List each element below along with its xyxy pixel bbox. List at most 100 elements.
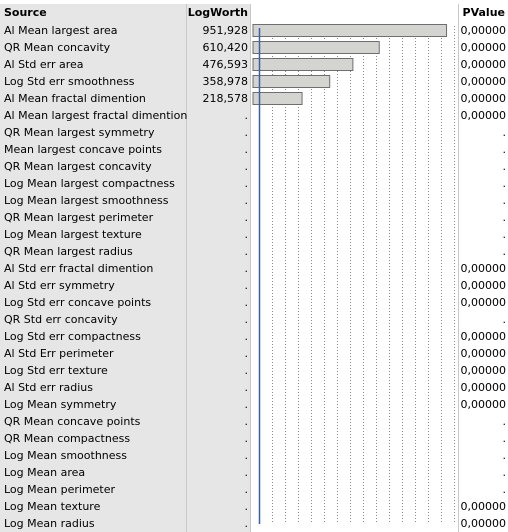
row-pvalue-value: 0,00000 [460,296,507,309]
row-logworth-value: . [244,483,249,496]
row-source-label: Log Std err concave points [4,296,152,309]
row-logworth-value: 218,578 [202,92,249,105]
row-pvalue-value: 0,00000 [460,364,507,377]
row-pvalue-value: 0,00000 [460,330,507,343]
row-logworth-value: . [244,432,249,445]
table-row[interactable]: Log Std err texture. 0,00000 [0,362,508,379]
row-source-label: Log Std err compactness [4,330,141,343]
row-logworth-value: . [244,228,249,241]
row-logworth-value: . [244,500,249,513]
table-row[interactable]: Al Std err area 476,593 0,00000 [0,56,508,73]
table-row[interactable]: Log Mean smoothness.. [0,447,508,464]
logworth-bar [252,75,331,88]
row-pvalue-value: . [502,483,507,496]
row-pvalue-value: 0,00000 [460,262,507,275]
pvalue-column-background [458,4,508,532]
row-pvalue-value: . [502,466,507,479]
table-row[interactable]: QR Mean concavity 610,420 0,00000 [0,39,508,56]
row-source-label: Log Mean texture [4,500,101,513]
row-logworth-value: 951,928 [202,24,249,37]
row-source-label: Al Std err fractal dimention [4,262,154,275]
row-logworth-value: . [244,466,249,479]
row-logworth-value: . [244,449,249,462]
row-source-label: Log Mean largest compactness [4,177,175,190]
row-logworth-value: . [244,143,249,156]
logworth-bar [252,58,354,71]
table-row[interactable]: Log Mean largest texture.. [0,226,508,243]
row-source-label: QR Std err concavity [4,313,118,326]
row-pvalue-value: 0,00000 [460,517,507,530]
row-source-label: Log Mean symmetry [4,398,117,411]
row-pvalue-value: . [502,449,507,462]
table-row[interactable]: Log Mean largest smoothness.. [0,192,508,209]
row-pvalue-value: . [502,177,507,190]
row-source-label: Al Std Err perimeter [4,347,114,360]
table-row[interactable]: QR Mean compactness.. [0,430,508,447]
table-row[interactable]: Log Std err concave points. 0,00000 [0,294,508,311]
row-logworth-value: . [244,517,249,530]
logworth-bar [252,24,448,37]
row-logworth-value: . [244,211,249,224]
column-separator [186,4,187,532]
table-row[interactable]: Al Mean largest area 951,928 0,00000 [0,22,508,39]
column-separator [250,4,251,532]
table-row[interactable]: QR Std err concavity.. [0,311,508,328]
table-row[interactable]: Log Mean area.. [0,464,508,481]
table-row[interactable]: Al Std err symmetry. 0,00000 [0,277,508,294]
logworth-column-background [186,4,250,532]
row-pvalue-value: . [502,194,507,207]
row-pvalue-value: . [502,126,507,139]
table-row[interactable]: QR Mean largest concavity.. [0,158,508,175]
row-source-label: Log Mean smoothness [4,449,128,462]
row-logworth-value: . [244,194,249,207]
row-pvalue-value: 0,00000 [460,58,507,71]
row-source-label: QR Mean concavity [4,41,111,54]
table-row[interactable]: Al Std err fractal dimention. 0,00000 [0,260,508,277]
column-header-logworth[interactable]: LogWorth [187,6,248,19]
row-source-label: Al Std err symmetry [4,279,115,292]
row-logworth-value: 358,978 [202,75,249,88]
column-separator [458,4,459,532]
row-logworth-value: . [244,109,249,122]
row-pvalue-value: 0,00000 [460,75,507,88]
row-source-label: QR Mean largest concavity [4,160,152,173]
column-header-source[interactable]: Source [4,6,47,19]
table-row[interactable]: QR Mean largest symmetry.. [0,124,508,141]
logworth-bar-chart [252,24,455,524]
row-logworth-value: . [244,330,249,343]
table-row[interactable]: Al Std Err perimeter. 0,00000 [0,345,508,362]
row-logworth-value: . [244,347,249,360]
table-row[interactable]: Al Mean largest fractal dimention. 0,0000… [0,107,508,124]
row-source-label: Log Std err texture [4,364,108,377]
table-row[interactable]: Al Mean fractal dimention 218,578 0,00000 [0,90,508,107]
logworth-bar [252,92,303,105]
table-row[interactable]: Log Std err compactness. 0,00000 [0,328,508,345]
row-source-label: QR Mean largest radius [4,245,133,258]
row-pvalue-value: . [502,313,507,326]
column-header-pvalue[interactable]: PValue [462,6,505,19]
table-row[interactable]: Mean largest concave points.. [0,141,508,158]
table-row[interactable]: Al Std err radius. 0,00000 [0,379,508,396]
table-row[interactable]: Log Std err smoothness 358,978 0,00000 [0,73,508,90]
table-row[interactable]: Log Mean texture. 0,00000 [0,498,508,515]
row-pvalue-value: 0,00000 [460,398,507,411]
row-pvalue-value: . [502,160,507,173]
table-row[interactable]: Log Mean symmetry. 0,00000 [0,396,508,413]
row-logworth-value: . [244,126,249,139]
table-row[interactable]: Log Mean radius. 0,00000 [0,515,508,532]
row-pvalue-value: 0,00000 [460,92,507,105]
row-source-label: QR Mean concave points [4,415,141,428]
row-logworth-value: . [244,296,249,309]
table-row[interactable]: Log Mean perimeter.. [0,481,508,498]
row-source-label: QR Mean largest perimeter [4,211,154,224]
table-row[interactable]: Log Mean largest compactness.. [0,175,508,192]
row-logworth-value: . [244,262,249,275]
table-row[interactable]: QR Mean largest radius.. [0,243,508,260]
row-source-label: Al Mean largest area [4,24,118,37]
row-logworth-value: 476,593 [202,58,249,71]
table-row[interactable]: QR Mean largest perimeter.. [0,209,508,226]
row-logworth-value: . [244,313,249,326]
table-row[interactable]: QR Mean concave points.. [0,413,508,430]
logworth-bar [252,41,380,54]
source-column-background [0,4,186,532]
